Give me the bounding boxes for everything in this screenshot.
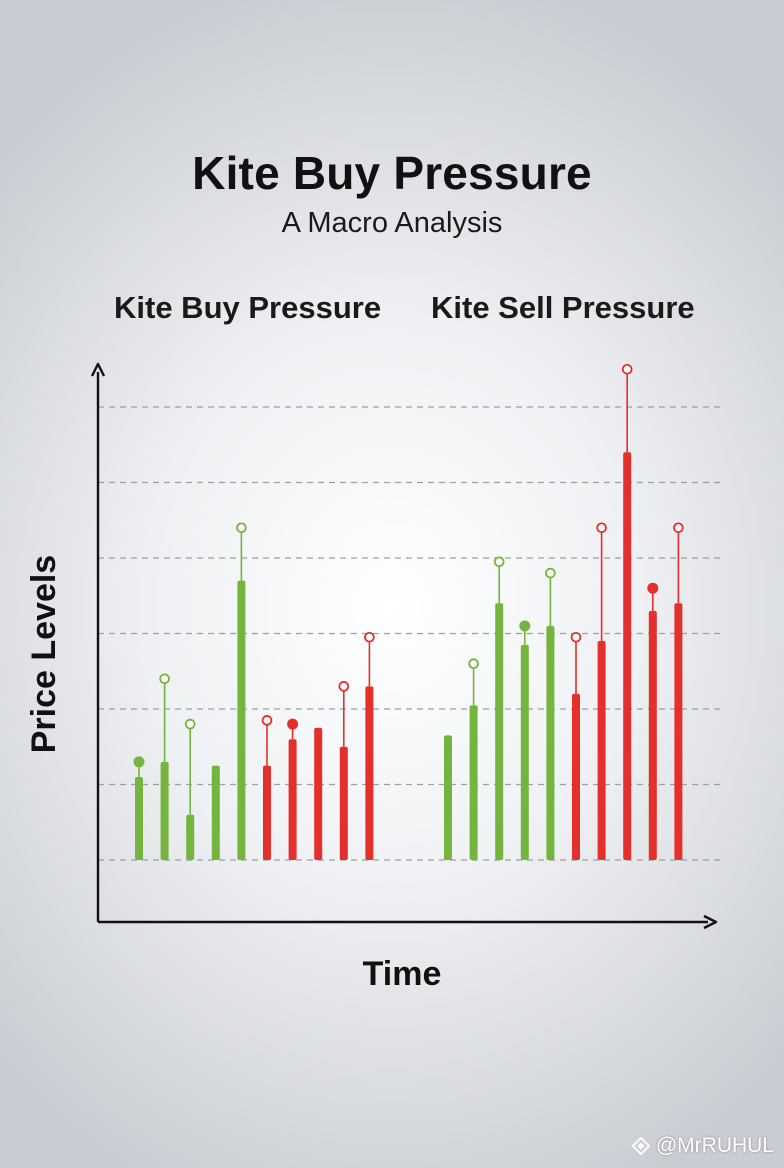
diamond-logo-icon [631, 1137, 650, 1155]
chart-subtitle: A Macro Analysis [281, 207, 503, 239]
buy-bar [546, 625, 555, 860]
bar-marker [364, 631, 375, 643]
bar-marker [184, 718, 196, 730]
sell-bar [597, 641, 606, 860]
sell-bar [572, 693, 580, 860]
y-axis-arrow [90, 362, 106, 377]
buy-bar [237, 580, 246, 860]
sell-bar [314, 727, 323, 860]
buy-bar [211, 765, 220, 860]
chart-axes [90, 362, 718, 930]
sell-bar [674, 603, 683, 860]
bar-marker [468, 658, 479, 669]
bar-marker [287, 718, 299, 730]
bar-marker [673, 522, 684, 534]
buy-bar [469, 705, 478, 860]
buy-bar [186, 814, 195, 860]
bar-marker [545, 567, 556, 579]
bar-marker [596, 522, 607, 534]
x-axis-label: Time [362, 955, 442, 993]
sell-bar [288, 739, 297, 860]
bar-marker [159, 673, 170, 685]
section-label-buy: Kite Buy Pressure [114, 290, 382, 325]
sell-bar [623, 452, 632, 860]
buy-bar [495, 603, 504, 860]
bar-marker [570, 631, 582, 643]
buy-bar [135, 776, 143, 860]
bar-marker [519, 620, 531, 632]
chart-title: Kite Buy Pressure [192, 147, 592, 199]
bars [133, 363, 684, 860]
x-axis-arrow [703, 914, 718, 930]
bar-marker [236, 522, 247, 534]
sell-bar [365, 686, 374, 860]
bar-marker [647, 582, 659, 594]
sell-bar [648, 610, 657, 860]
bar-marker [621, 363, 633, 375]
buy-bar [160, 761, 169, 860]
bar-marker [338, 681, 350, 692]
watermark: @MrRUHUL [631, 1134, 774, 1158]
buy-bar [520, 644, 529, 860]
section-label-sell: Kite Sell Pressure [431, 290, 695, 325]
bar-marker [261, 715, 273, 726]
watermark-text: @MrRUHUL [655, 1134, 774, 1157]
sell-bar [263, 765, 271, 860]
bar-marker [133, 756, 145, 768]
sell-bar [339, 746, 348, 860]
bar-marker [493, 556, 505, 568]
grid-lines [98, 406, 720, 861]
buy-bar [444, 735, 452, 860]
